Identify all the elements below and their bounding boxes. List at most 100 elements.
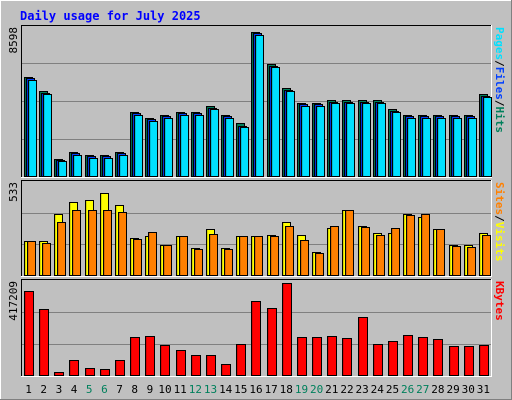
x-tick-label-day-31: 31 — [477, 383, 490, 396]
x-tick-label-day-30: 30 — [462, 383, 475, 396]
bar-kbytes-day-8 — [130, 337, 140, 376]
bar-pages-day-26 — [407, 118, 416, 177]
bar-kbytes-day-20 — [312, 337, 322, 376]
bar-kbytes-day-30 — [464, 346, 474, 376]
legend-entry: Sites — [493, 182, 506, 215]
series-sites — [27, 210, 491, 276]
x-tick-label-day-23: 23 — [355, 383, 368, 396]
x-tick-label-day-6: 6 — [101, 383, 108, 396]
legend-entry: KBytes — [493, 281, 506, 321]
bar-kbytes-day-23 — [358, 317, 368, 376]
bar-pages-day-28 — [437, 118, 446, 177]
bar-pages-day-6 — [104, 158, 113, 177]
bar-kbytes-day-24 — [373, 344, 383, 376]
bar-sites-day-13 — [209, 234, 218, 276]
bar-sites-day-19 — [300, 240, 309, 276]
bar-kbytes-day-11 — [176, 350, 186, 376]
bar-kbytes-day-21 — [327, 336, 337, 376]
bar-pages-day-9 — [149, 121, 158, 177]
x-tick-label-day-24: 24 — [371, 383, 385, 396]
bar-sites-day-27 — [421, 214, 430, 276]
bar-pages-day-11 — [180, 115, 189, 177]
bar-kbytes-day-28 — [433, 339, 443, 376]
bar-kbytes-day-17 — [267, 308, 277, 376]
bar-kbytes-day-19 — [297, 337, 307, 376]
bar-sites-day-26 — [406, 215, 415, 276]
x-tick-label-day-4: 4 — [71, 383, 78, 396]
bar-sites-day-23 — [361, 227, 370, 276]
x-tick-label-day-5: 5 — [86, 383, 93, 396]
x-tick-label-day-12: 12 — [189, 383, 202, 396]
bar-kbytes-day-2 — [39, 309, 49, 376]
bar-sites-day-16 — [254, 236, 263, 276]
panel-max-label: 8598 — [7, 27, 20, 54]
bar-sites-day-12 — [194, 249, 203, 276]
bar-pages-day-25 — [392, 112, 401, 177]
bar-sites-day-8 — [133, 239, 142, 276]
bar-kbytes-day-5 — [85, 368, 95, 376]
bar-pages-day-3 — [58, 161, 67, 177]
bar-pages-day-16 — [255, 35, 264, 177]
bar-pages-day-10 — [164, 118, 173, 177]
bar-sites-day-30 — [467, 247, 476, 276]
bar-kbytes-day-4 — [69, 360, 79, 376]
panel-max-label: 533 — [7, 182, 20, 202]
x-axis-labels: 1 2 3 4 5 6 7 8 9 10 11 12 13 14 15 16 17 18 19 20 21 22 23 24 2… — [25, 383, 490, 396]
panel-max-label: 417209 — [7, 281, 20, 321]
bar-pages-day-21 — [331, 103, 340, 177]
panel-kbytes: 417209 KBytes — [7, 279, 506, 377]
bar-kbytes-day-22 — [342, 338, 352, 376]
bar-kbytes-day-16 — [251, 301, 261, 376]
bar-kbytes-day-3 — [54, 372, 64, 376]
bar-sites-day-20 — [315, 253, 324, 276]
bar-kbytes-day-13 — [206, 355, 216, 376]
x-tick-label-day-2: 2 — [40, 383, 47, 396]
bar-pages-day-29 — [453, 118, 462, 177]
bar-kbytes-day-29 — [449, 346, 459, 376]
bar-pages-day-14 — [225, 118, 234, 177]
x-tick-label-day-9: 9 — [147, 383, 154, 396]
x-tick-label-day-17: 17 — [265, 383, 278, 396]
x-tick-label-day-14: 14 — [219, 383, 233, 396]
series-pages — [28, 35, 492, 177]
bar-sites-day-18 — [285, 226, 294, 276]
bar-kbytes-day-31 — [479, 345, 489, 376]
x-tick-label-day-29: 29 — [446, 383, 459, 396]
x-tick-label-day-8: 8 — [131, 383, 138, 396]
panel-legend: KBytes — [493, 281, 506, 321]
bar-sites-day-14 — [224, 249, 233, 276]
bar-sites-day-9 — [148, 232, 157, 276]
bar-pages-day-27 — [422, 118, 431, 177]
x-tick-label-day-3: 3 — [56, 383, 63, 396]
bar-sites-day-1 — [27, 241, 36, 276]
x-tick-label-day-22: 22 — [340, 383, 353, 396]
legend-entry: / — [493, 60, 506, 67]
x-tick-label-day-28: 28 — [431, 383, 444, 396]
legend-entry: Hits — [493, 107, 506, 134]
bar-kbytes-day-15 — [236, 344, 246, 376]
legend-entry: / — [493, 215, 506, 222]
bar-sites-day-22 — [345, 210, 354, 276]
bar-kbytes-day-26 — [403, 335, 413, 376]
panel-legend: Sites/Visits — [493, 182, 506, 262]
bar-kbytes-day-1 — [24, 291, 34, 376]
bar-pages-day-4 — [73, 155, 82, 177]
bar-pages-day-23 — [362, 103, 371, 177]
bar-sites-day-4 — [72, 210, 81, 276]
bar-sites-day-24 — [376, 235, 385, 276]
bar-kbytes-day-18 — [282, 283, 292, 376]
bar-pages-day-1 — [28, 80, 37, 177]
bar-pages-day-22 — [346, 103, 355, 177]
bar-sites-day-21 — [330, 226, 339, 276]
bar-sites-day-17 — [270, 236, 279, 276]
bar-sites-day-10 — [163, 245, 172, 276]
bar-sites-day-7 — [118, 212, 127, 276]
x-tick-label-day-7: 7 — [116, 383, 123, 396]
bar-sites-day-31 — [482, 235, 491, 276]
bar-sites-day-25 — [391, 228, 400, 276]
bar-pages-day-17 — [271, 67, 280, 177]
legend-entry: / — [493, 100, 506, 107]
panel-legend: Pages/Files/Hits — [493, 27, 506, 133]
bar-sites-day-3 — [57, 222, 66, 276]
